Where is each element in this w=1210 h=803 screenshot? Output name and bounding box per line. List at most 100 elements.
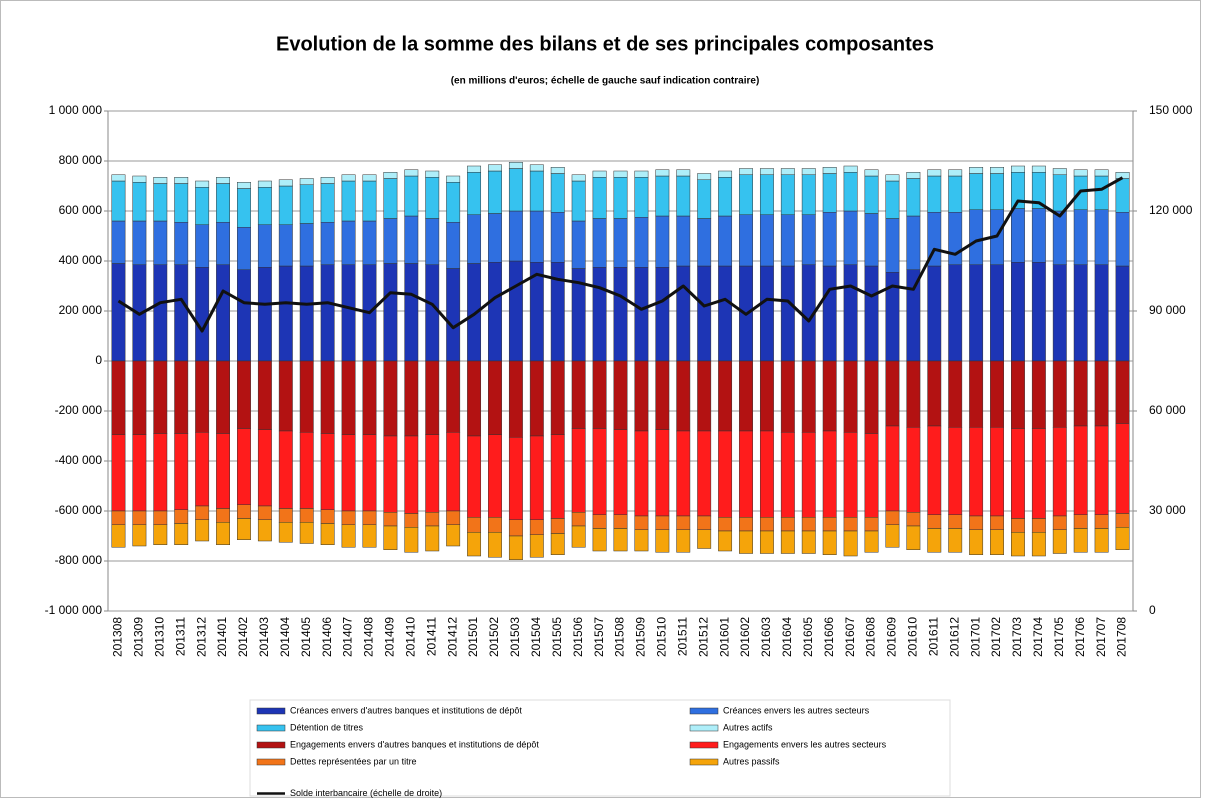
bar: [1011, 208, 1025, 263]
bar: [1094, 169, 1109, 177]
bar: [948, 264, 963, 362]
bar: [948, 175, 963, 213]
bar: [488, 170, 502, 214]
x-tick-label: 201404: [278, 617, 292, 657]
bar: [739, 174, 753, 215]
bar: [613, 360, 628, 430]
bar: [257, 187, 272, 225]
y-tick-label: 400 000: [59, 253, 103, 267]
x-tick-label: 201504: [529, 617, 543, 657]
bar: [822, 517, 837, 532]
bar: [174, 264, 189, 362]
bar: [467, 214, 482, 264]
bar: [864, 530, 879, 553]
bar: [446, 432, 461, 512]
y2-tick-label: 120 000: [1149, 203, 1193, 217]
bar: [508, 360, 523, 438]
bar: [906, 215, 921, 270]
bar: [446, 182, 461, 223]
bar: [780, 530, 795, 554]
y-tick-label: 1 000 000: [49, 103, 103, 117]
bar: [550, 360, 565, 435]
x-tick-label: 201610: [906, 617, 920, 657]
bar: [969, 515, 984, 530]
y-tick-label: 200 000: [59, 303, 103, 317]
bar: [1011, 165, 1025, 173]
x-tick-label: 201503: [508, 617, 522, 657]
bar: [801, 214, 816, 265]
bar: [1115, 360, 1130, 424]
x-tick-label: 201611: [926, 617, 940, 656]
x-tick-label: 201702: [989, 617, 1003, 657]
bar: [906, 172, 921, 179]
bar: [843, 172, 858, 212]
bar: [885, 180, 900, 219]
bar: [801, 432, 816, 518]
bar: [320, 433, 335, 510]
x-tick-label: 201407: [341, 617, 355, 657]
bar: [404, 263, 419, 362]
bar: [864, 213, 879, 267]
bar: [1094, 360, 1109, 427]
bar: [508, 162, 523, 169]
bar: [383, 263, 398, 362]
bar: [676, 169, 691, 177]
bar: [529, 360, 544, 437]
bar: [257, 360, 272, 430]
bar: [906, 178, 921, 217]
bar: [655, 175, 670, 217]
bar: [278, 265, 293, 362]
bar: [739, 430, 753, 518]
x-tick-label: 201406: [320, 617, 334, 657]
bar: [132, 524, 147, 547]
bar: [529, 164, 544, 172]
bar: [237, 269, 251, 362]
bar: [153, 433, 168, 512]
bar: [216, 177, 230, 184]
bar: [571, 428, 586, 513]
bar: [237, 504, 251, 519]
bar: [216, 222, 230, 265]
x-tick-label: 201509: [634, 617, 648, 657]
bar: [195, 224, 210, 268]
x-tick-label: 201507: [592, 617, 606, 657]
bar: [801, 360, 816, 433]
bar: [425, 264, 440, 362]
bar: [257, 267, 272, 362]
bar: [906, 360, 921, 428]
bar: [529, 435, 544, 520]
x-tick-label: 201704: [1031, 617, 1045, 657]
x-tick-label: 201603: [759, 617, 773, 657]
bar: [111, 524, 126, 548]
bar: [759, 360, 774, 432]
bar: [383, 172, 398, 179]
bar: [111, 180, 126, 222]
bar: [739, 530, 753, 554]
bar: [676, 360, 691, 432]
bar: [906, 427, 921, 513]
bar: [718, 430, 733, 518]
bar: [676, 529, 691, 553]
bar: [404, 175, 419, 217]
bar: [299, 432, 314, 509]
bar: [383, 512, 398, 527]
bar: [801, 530, 816, 554]
bar: [216, 522, 230, 545]
bar: [174, 183, 189, 223]
bar: [990, 167, 1004, 174]
bar: [948, 528, 963, 553]
bar: [1073, 209, 1088, 265]
bar: [1115, 527, 1130, 550]
bar: [195, 180, 210, 188]
bar: [320, 264, 335, 362]
bar: [362, 174, 377, 182]
bar: [278, 185, 293, 225]
bar: [153, 264, 168, 362]
bar: [739, 168, 753, 175]
x-tick-label: 201604: [780, 617, 794, 657]
bar: [759, 430, 774, 518]
bar: [969, 173, 984, 210]
bar: [990, 173, 1004, 210]
bar: [362, 524, 377, 548]
bar: [780, 214, 795, 267]
